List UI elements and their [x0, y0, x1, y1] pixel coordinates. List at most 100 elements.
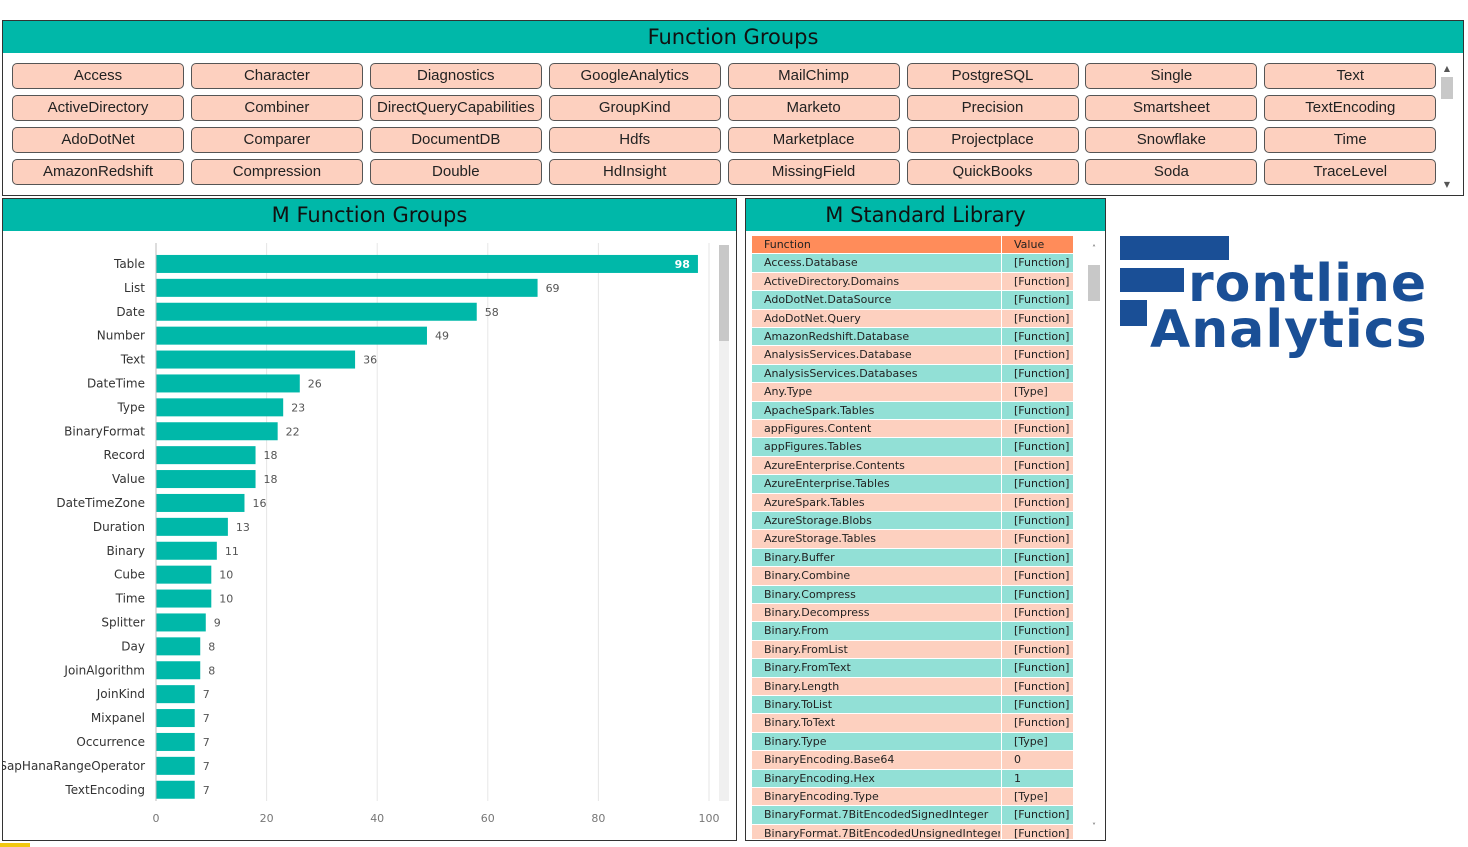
bar[interactable] [156, 493, 245, 512]
function-group-chip[interactable]: Combiner [190, 95, 363, 121]
scroll-up-icon[interactable]: ▲ [1443, 64, 1451, 73]
table-row[interactable]: Binary.FromList [Function] [752, 640, 1073, 660]
function-group-chip[interactable]: Precision [906, 95, 1079, 121]
table-row[interactable]: Binary.Decompress [Function] [752, 604, 1073, 623]
table-row[interactable]: BinaryEncoding.Type [Type] [752, 788, 1073, 807]
bar[interactable] [156, 422, 278, 441]
table-row[interactable]: Binary.Type [Type] [752, 732, 1073, 752]
function-group-chip[interactable]: TraceLevel [1264, 159, 1437, 185]
table-row[interactable]: Binary.Length [Function] [752, 677, 1073, 696]
bar[interactable] [156, 589, 212, 608]
table-row[interactable]: Binary.ToList [Function] [752, 696, 1073, 715]
function-group-chip[interactable]: Soda [1085, 159, 1258, 185]
function-group-chip[interactable]: Marketo [727, 95, 900, 121]
scroll-thumb[interactable] [1088, 265, 1100, 301]
scroll-down-icon[interactable]: ˅ [1092, 822, 1096, 831]
bar[interactable] [156, 732, 195, 751]
data-label: 10 [219, 569, 233, 582]
table-row[interactable]: AnalysisServices.Databases [Function] [752, 364, 1073, 384]
bar[interactable] [156, 541, 217, 560]
function-group-chip[interactable]: AdoDotNet [12, 127, 184, 153]
chart-scroll-track[interactable] [719, 245, 729, 801]
table-row[interactable]: Binary.From [Function] [752, 622, 1073, 641]
function-group-chip[interactable]: Compression [190, 159, 363, 185]
function-group-chip[interactable]: GroupKind [548, 95, 721, 121]
table-row[interactable]: AzureStorage.Tables [Function] [752, 530, 1073, 549]
cell-function: Binary.Combine [764, 569, 851, 583]
function-group-chip[interactable]: QuickBooks [906, 159, 1079, 185]
table-row[interactable]: AdoDotNet.Query [Function] [752, 309, 1073, 328]
function-group-chip[interactable]: Marketplace [727, 127, 900, 153]
table-row[interactable]: AzureEnterprise.Tables [Function] [752, 475, 1073, 494]
table-row[interactable]: appFigures.Tables [Function] [752, 438, 1073, 457]
table-row[interactable]: AmazonRedshift.Database [Function] [752, 328, 1073, 347]
function-group-chip[interactable]: Character [190, 63, 363, 89]
table-row[interactable]: AzureSpark.Tables [Function] [752, 493, 1073, 512]
function-group-chip[interactable]: Snowflake [1085, 127, 1258, 153]
function-group-chip[interactable]: DocumentDB [369, 127, 542, 153]
bar[interactable] [156, 613, 206, 632]
table-row[interactable]: AnalysisServices.Database [Function] [752, 346, 1073, 365]
function-groups-scrollbar[interactable]: ▲ ▼ [1439, 63, 1455, 191]
bar[interactable] [156, 398, 284, 417]
table-row[interactable]: Any.Type [Type] [752, 383, 1073, 402]
chart-scroll-thumb[interactable] [719, 245, 729, 341]
function-group-chip[interactable]: AmazonRedshift [12, 159, 184, 185]
bar[interactable] [156, 780, 195, 799]
scroll-down-icon[interactable]: ▼ [1443, 180, 1451, 189]
table-row[interactable]: Access.Database [Function] [752, 254, 1073, 273]
table-row[interactable]: BinaryFormat.7BitEncodedSignedInteger [Fu… [752, 806, 1073, 825]
bar[interactable] [156, 278, 538, 297]
bar[interactable] [156, 302, 477, 321]
bar[interactable] [156, 661, 201, 680]
table-scrollbar[interactable]: ˄ ˅ [1086, 243, 1102, 833]
bar[interactable] [156, 517, 228, 536]
table-row[interactable]: AdoDotNet.DataSource [Function] [752, 291, 1073, 310]
table-row[interactable]: appFigures.Content [Function] [752, 420, 1073, 439]
table-row[interactable]: Binary.Buffer [Function] [752, 548, 1073, 568]
function-group-chip[interactable]: Single [1085, 63, 1258, 89]
function-group-chip[interactable]: Time [1264, 127, 1437, 153]
cell-function: ActiveDirectory.Domains [764, 274, 900, 288]
function-group-chip[interactable]: HdInsight [548, 159, 721, 185]
function-group-chip[interactable]: ActiveDirectory [12, 95, 184, 121]
table-row[interactable]: ApacheSpark.Tables [Function] [752, 401, 1073, 420]
function-group-chip[interactable]: Access [12, 63, 184, 89]
bar[interactable] [156, 565, 212, 584]
function-group-chip[interactable]: MailChimp [727, 63, 900, 89]
bar[interactable] [156, 637, 201, 656]
bar[interactable] [156, 326, 427, 345]
function-group-chip[interactable]: TextEncoding [1264, 95, 1437, 121]
table-row[interactable]: BinaryFormat.7BitEncodedUnsignedInteger[… [752, 824, 1073, 839]
function-group-chip[interactable]: Hdfs [548, 127, 721, 153]
function-group-chip[interactable]: PostgreSQL [906, 63, 1079, 89]
table-row[interactable]: Binary.Combine [Function] [752, 567, 1073, 586]
bar[interactable] [156, 446, 256, 465]
bar[interactable] [156, 350, 356, 369]
table-row[interactable]: BinaryEncoding.Base64 0 [752, 751, 1073, 770]
table-row[interactable]: Binary.ToText [Function] [752, 714, 1073, 733]
function-group-chip[interactable]: Projectplace [906, 127, 1079, 153]
table-row[interactable]: Binary.Compress [Function] [752, 585, 1073, 604]
function-group-chip[interactable]: Text [1264, 63, 1437, 89]
table-row[interactable]: BinaryEncoding.Hex 1 [752, 769, 1073, 788]
function-group-chip[interactable]: DirectQueryCapabilities [369, 95, 542, 121]
bar[interactable] [156, 470, 256, 489]
scroll-up-icon[interactable]: ˄ [1092, 244, 1096, 253]
table-row[interactable]: AzureEnterprise.Contents [Function] [752, 456, 1073, 476]
function-group-chip[interactable]: Smartsheet [1085, 95, 1258, 121]
function-group-chip[interactable]: MissingField [727, 159, 900, 185]
bar[interactable] [156, 756, 195, 775]
table-row[interactable]: AzureStorage.Blobs [Function] [752, 512, 1073, 531]
bar[interactable] [156, 685, 195, 704]
scroll-thumb[interactable] [1441, 77, 1453, 99]
bar[interactable] [156, 709, 195, 728]
function-group-chip[interactable]: GoogleAnalytics [548, 63, 721, 89]
bar[interactable] [156, 254, 698, 273]
function-group-chip[interactable]: Double [369, 159, 542, 185]
function-group-chip[interactable]: Diagnostics [369, 63, 542, 89]
table-row[interactable]: Binary.FromText [Function] [752, 659, 1073, 678]
bar[interactable] [156, 374, 300, 393]
table-row[interactable]: ActiveDirectory.Domains [Function] [752, 272, 1073, 292]
function-group-chip[interactable]: Comparer [190, 127, 363, 153]
